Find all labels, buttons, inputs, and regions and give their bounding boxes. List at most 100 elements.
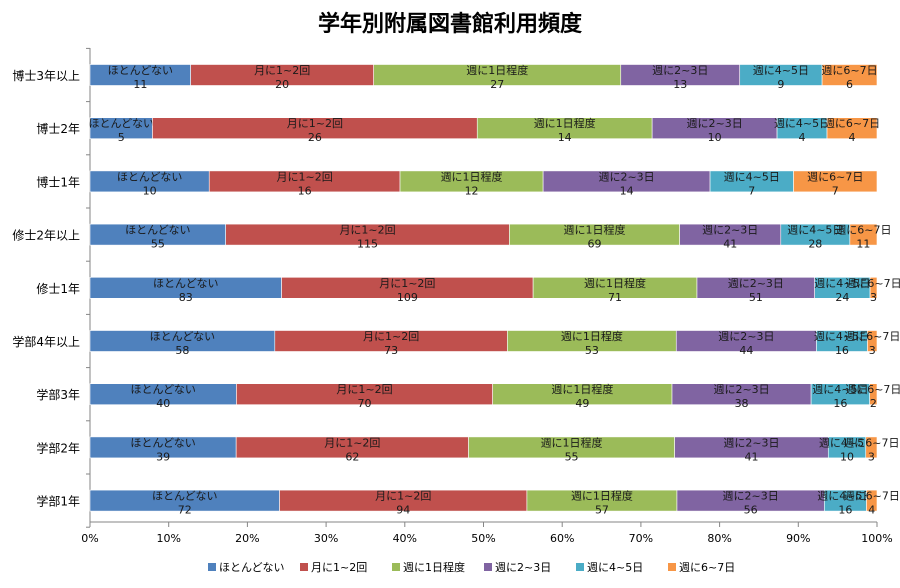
bar-segment-value-label: 7 [832, 184, 839, 197]
bar-segment-value-label: 5 [118, 131, 125, 144]
bar-segment-value-label: 41 [744, 450, 758, 463]
legend-swatch [300, 563, 308, 571]
bar-segment-value-label: 69 [588, 238, 602, 251]
bar-segment-series-label: 週に4~5日 [817, 490, 873, 503]
bar-segment-value-label: 72 [178, 504, 192, 517]
bar-segment-value-label: 6 [846, 78, 853, 91]
bar-segment-series-label: 週に1日程度 [466, 63, 528, 77]
bar-segment-series-label: 週に4~5日 [819, 436, 875, 449]
x-tick-label: 70% [629, 532, 653, 545]
category-label: 学部3年 [36, 387, 80, 402]
legend-label: 月に1~2回 [311, 561, 367, 574]
bar-segment-series-label: 月に1~2回 [379, 277, 435, 290]
bar-segment [821, 64, 878, 86]
bar-segment-series-label: 月に1~2回 [375, 490, 431, 503]
bar-segment-series-label: 週に6~7日 [844, 330, 900, 343]
x-tick-label: 90% [786, 532, 810, 545]
bar-segment-value-label: 7 [748, 184, 755, 197]
category-label: 修士2年以上 [12, 228, 80, 243]
bar-segment-value-label: 4 [799, 131, 806, 144]
bar-segment-series-label: 月に1~2回 [336, 383, 392, 396]
bar-segment-series-label: 月に1~2回 [287, 117, 343, 130]
bar-segment-series-label: 月に1~2回 [324, 436, 380, 449]
bar-segment-value-label: 28 [808, 238, 822, 251]
bar-segment-value-label: 115 [357, 238, 378, 251]
bar-segment-series-label: 週に6~7日 [845, 383, 900, 396]
bar-segment-value-label: 12 [465, 184, 479, 197]
category-label: 学部4年以上 [12, 334, 80, 349]
bar-segment-series-label: 週に1日程度 [551, 382, 613, 396]
bar-segment-value-label: 16 [838, 504, 852, 517]
bar-segment-value-label: 2 [870, 397, 877, 410]
bar-segment-value-label: 57 [595, 504, 609, 517]
legend-label: 週に6~7日 [679, 561, 735, 574]
bar-segment-series-label: ほとんどない [130, 383, 195, 396]
bar-segment-series-label: 週に4~5日 [753, 64, 809, 77]
bar-segment-series-label: 週に4~5日 [787, 224, 843, 237]
bar-segment-series-label: 週に2~3日 [723, 436, 779, 449]
bar-segment-series-label: ほとんどない [150, 330, 215, 343]
category-label: 学部1年 [36, 494, 80, 509]
bar-segment-value-label: 27 [490, 78, 504, 91]
bar-segment-value-label: 13 [673, 78, 687, 91]
category-label: 博士1年 [36, 174, 80, 189]
bar-segment-series-label: ほとんどない [108, 64, 173, 77]
bar-segment-series-label: 週に2~3日 [702, 224, 758, 237]
bar-segment-series-label: 週に6~7日 [845, 277, 900, 290]
legend-swatch [576, 563, 584, 571]
x-tick-label: 30% [314, 532, 338, 545]
x-tick-label: 20% [235, 532, 259, 545]
legend-label: 週に2~3日 [495, 561, 551, 574]
bar-segment-series-label: 週に1日程度 [534, 116, 596, 130]
x-tick-label: 80% [707, 532, 731, 545]
bar-segment-series-label: 月に1~2回 [363, 330, 419, 343]
category-label: 修士1年 [36, 281, 80, 296]
bar-segment-value-label: 14 [558, 131, 572, 144]
bar-segment-series-label: 週に6~7日 [824, 117, 880, 130]
bar-segment-value-label: 73 [384, 344, 398, 357]
bar-segment-value-label: 11 [133, 78, 147, 91]
bar-segment-series-label: 週に4~5日 [814, 330, 870, 343]
bar-segment-series-label: 週に2~3日 [718, 330, 774, 343]
bar-segment [867, 330, 878, 352]
bar-segment-value-label: 16 [835, 344, 849, 357]
bar-segment-series-label: 週に6~7日 [807, 170, 863, 183]
x-tick-label: 100% [861, 532, 892, 545]
bar-segment-value-label: 94 [396, 504, 410, 517]
bar-segment-value-label: 3 [870, 291, 877, 304]
bar-segment-value-label: 83 [179, 291, 193, 304]
bar-segment-value-label: 53 [585, 344, 599, 357]
bar-segment-value-label: 62 [345, 450, 359, 463]
bar-segment-value-label: 26 [308, 131, 322, 144]
bar-segment-value-label: 10 [840, 450, 854, 463]
bar-segment-series-label: 週に4~5日 [774, 117, 830, 130]
legend-swatch [668, 563, 676, 571]
bar-segment [865, 436, 878, 459]
bar-segment-series-label: ほとんどない [125, 224, 190, 237]
bar-segment-value-label: 55 [151, 238, 165, 251]
bar-segment-series-label: 週に2~3日 [652, 64, 708, 77]
bar-segment-series-label: 週に2~3日 [713, 383, 769, 396]
legend-swatch [208, 563, 216, 571]
bar-segment-value-label: 44 [739, 344, 753, 357]
bar-segment [869, 383, 878, 406]
legend-label: ほとんどない [219, 561, 284, 574]
bar-segment-value-label: 109 [397, 291, 418, 304]
bar-segment-value-label: 10 [143, 184, 157, 197]
bar-segment-value-label: 39 [156, 450, 170, 463]
bar-segment-series-label: 月に1~2回 [277, 170, 333, 183]
category-label: 博士2年 [36, 121, 80, 136]
bar-segment [866, 489, 878, 512]
bar-segment-series-label: 週に4~5日 [724, 170, 780, 183]
bar-segment-value-label: 38 [735, 397, 749, 410]
category-label: 博士3年以上 [12, 68, 80, 83]
bar-segment-series-label: 週に6~7日 [835, 224, 891, 237]
legend-label: 週に1日程度 [403, 560, 465, 574]
bar-segment-value-label: 70 [358, 397, 372, 410]
bar-segment-series-label: ほとんどない [152, 490, 217, 503]
bar-segment-value-label: 10 [708, 131, 722, 144]
bar-segment-value-label: 4 [849, 131, 856, 144]
bar-segment-value-label: 16 [833, 397, 847, 410]
bar-segment [849, 223, 878, 246]
bar-segment-value-label: 14 [620, 184, 634, 197]
